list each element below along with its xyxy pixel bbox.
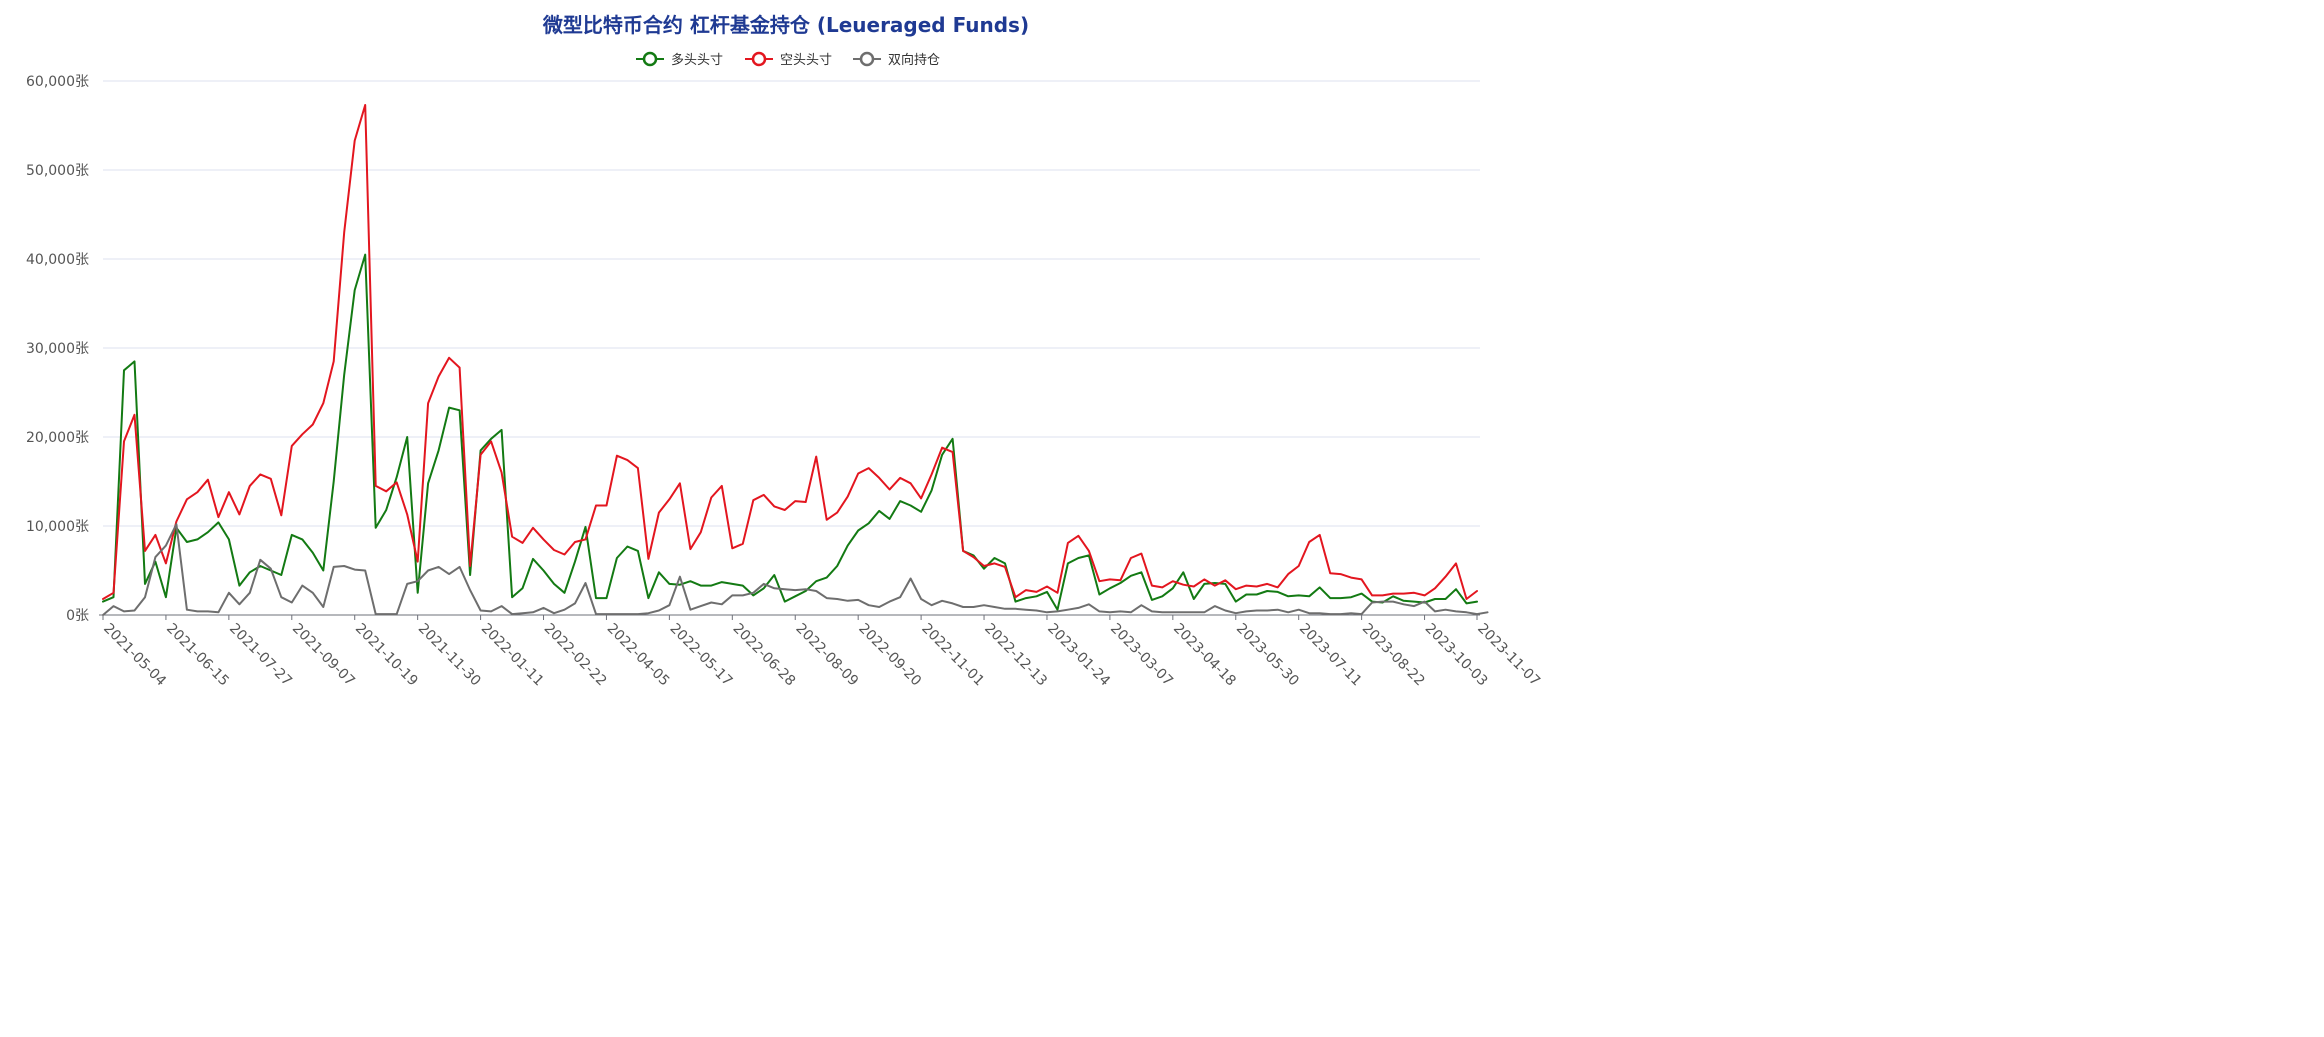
legend-item-short[interactable]: 空头头寸 — [745, 51, 832, 68]
legend-marker-long — [642, 51, 658, 67]
x-tick-label: 2023-08-22 — [1359, 621, 1428, 690]
legend: 多头头寸 空头头寸 双向持仓 — [636, 51, 940, 68]
x-tick-label: 2022-11-01 — [918, 621, 987, 690]
y-tick-label: 60,000张 — [26, 74, 89, 90]
y-tick-label: 10,000张 — [26, 519, 89, 535]
y-tick-label: 50,000张 — [26, 163, 89, 179]
x-tick-label: 2022-12-13 — [981, 621, 1050, 690]
x-tick-label: 2021-11-30 — [415, 621, 484, 690]
y-tick-label: 20,000张 — [26, 430, 89, 446]
x-tick-label: 2023-05-30 — [1233, 621, 1302, 690]
chart-title: 微型比特币合约 杠杆基金持仓 (Leueraged Funds) — [542, 13, 1029, 37]
x-axis: 2021-05-042021-06-152021-07-272021-09-07… — [99, 614, 1543, 690]
series-line-0[interactable] — [102, 253, 1478, 611]
x-tick-label: 2022-06-28 — [729, 621, 798, 690]
legend-label-long: 多头头寸 — [671, 52, 723, 68]
grid — [103, 80, 1480, 616]
x-tick-label: 2023-03-07 — [1107, 621, 1176, 690]
x-tick-label: 2023-07-11 — [1296, 621, 1365, 690]
x-tick-label: 2021-10-19 — [352, 621, 421, 690]
x-tick-label: 2022-08-09 — [792, 621, 861, 690]
x-tick-label: 2021-07-27 — [226, 621, 295, 690]
y-tick-label: 0张 — [66, 608, 89, 624]
x-tick-label: 2023-04-18 — [1170, 621, 1239, 690]
x-tick-label: 2021-06-15 — [163, 621, 232, 690]
x-tick-label: 2021-09-07 — [289, 621, 358, 690]
x-tick-label: 2022-04-05 — [604, 621, 673, 690]
legend-label-spread: 双向持仓 — [888, 52, 940, 68]
series-line-1[interactable] — [102, 104, 1478, 600]
y-tick-label: 40,000张 — [26, 252, 89, 268]
legend-item-long[interactable]: 多头头寸 — [636, 51, 723, 68]
x-tick-label: 2022-01-11 — [478, 621, 547, 690]
x-tick-label: 2022-05-17 — [667, 621, 736, 690]
series-line-2[interactable] — [102, 523, 1489, 616]
series-lines — [102, 104, 1489, 616]
x-tick-label: 2021-05-04 — [100, 621, 169, 690]
x-tick-label: 2023-01-24 — [1044, 621, 1113, 690]
legend-item-spread[interactable]: 双向持仓 — [853, 51, 940, 68]
line-chart: 微型比特币合约 杠杆基金持仓 (Leueraged Funds) 多头头寸 空头… — [26, 13, 1543, 690]
y-tick-label: 30,000张 — [26, 341, 89, 357]
legend-label-short: 空头头寸 — [780, 53, 832, 68]
legend-marker-short — [751, 51, 767, 67]
x-tick-label: 2022-09-20 — [855, 621, 924, 690]
x-tick-label: 2022-02-22 — [541, 621, 610, 690]
legend-marker-spread — [859, 51, 875, 67]
y-axis: 0张 10,000张 20,000张 30,000张 40,000张 50,000张 60,… — [26, 74, 89, 624]
